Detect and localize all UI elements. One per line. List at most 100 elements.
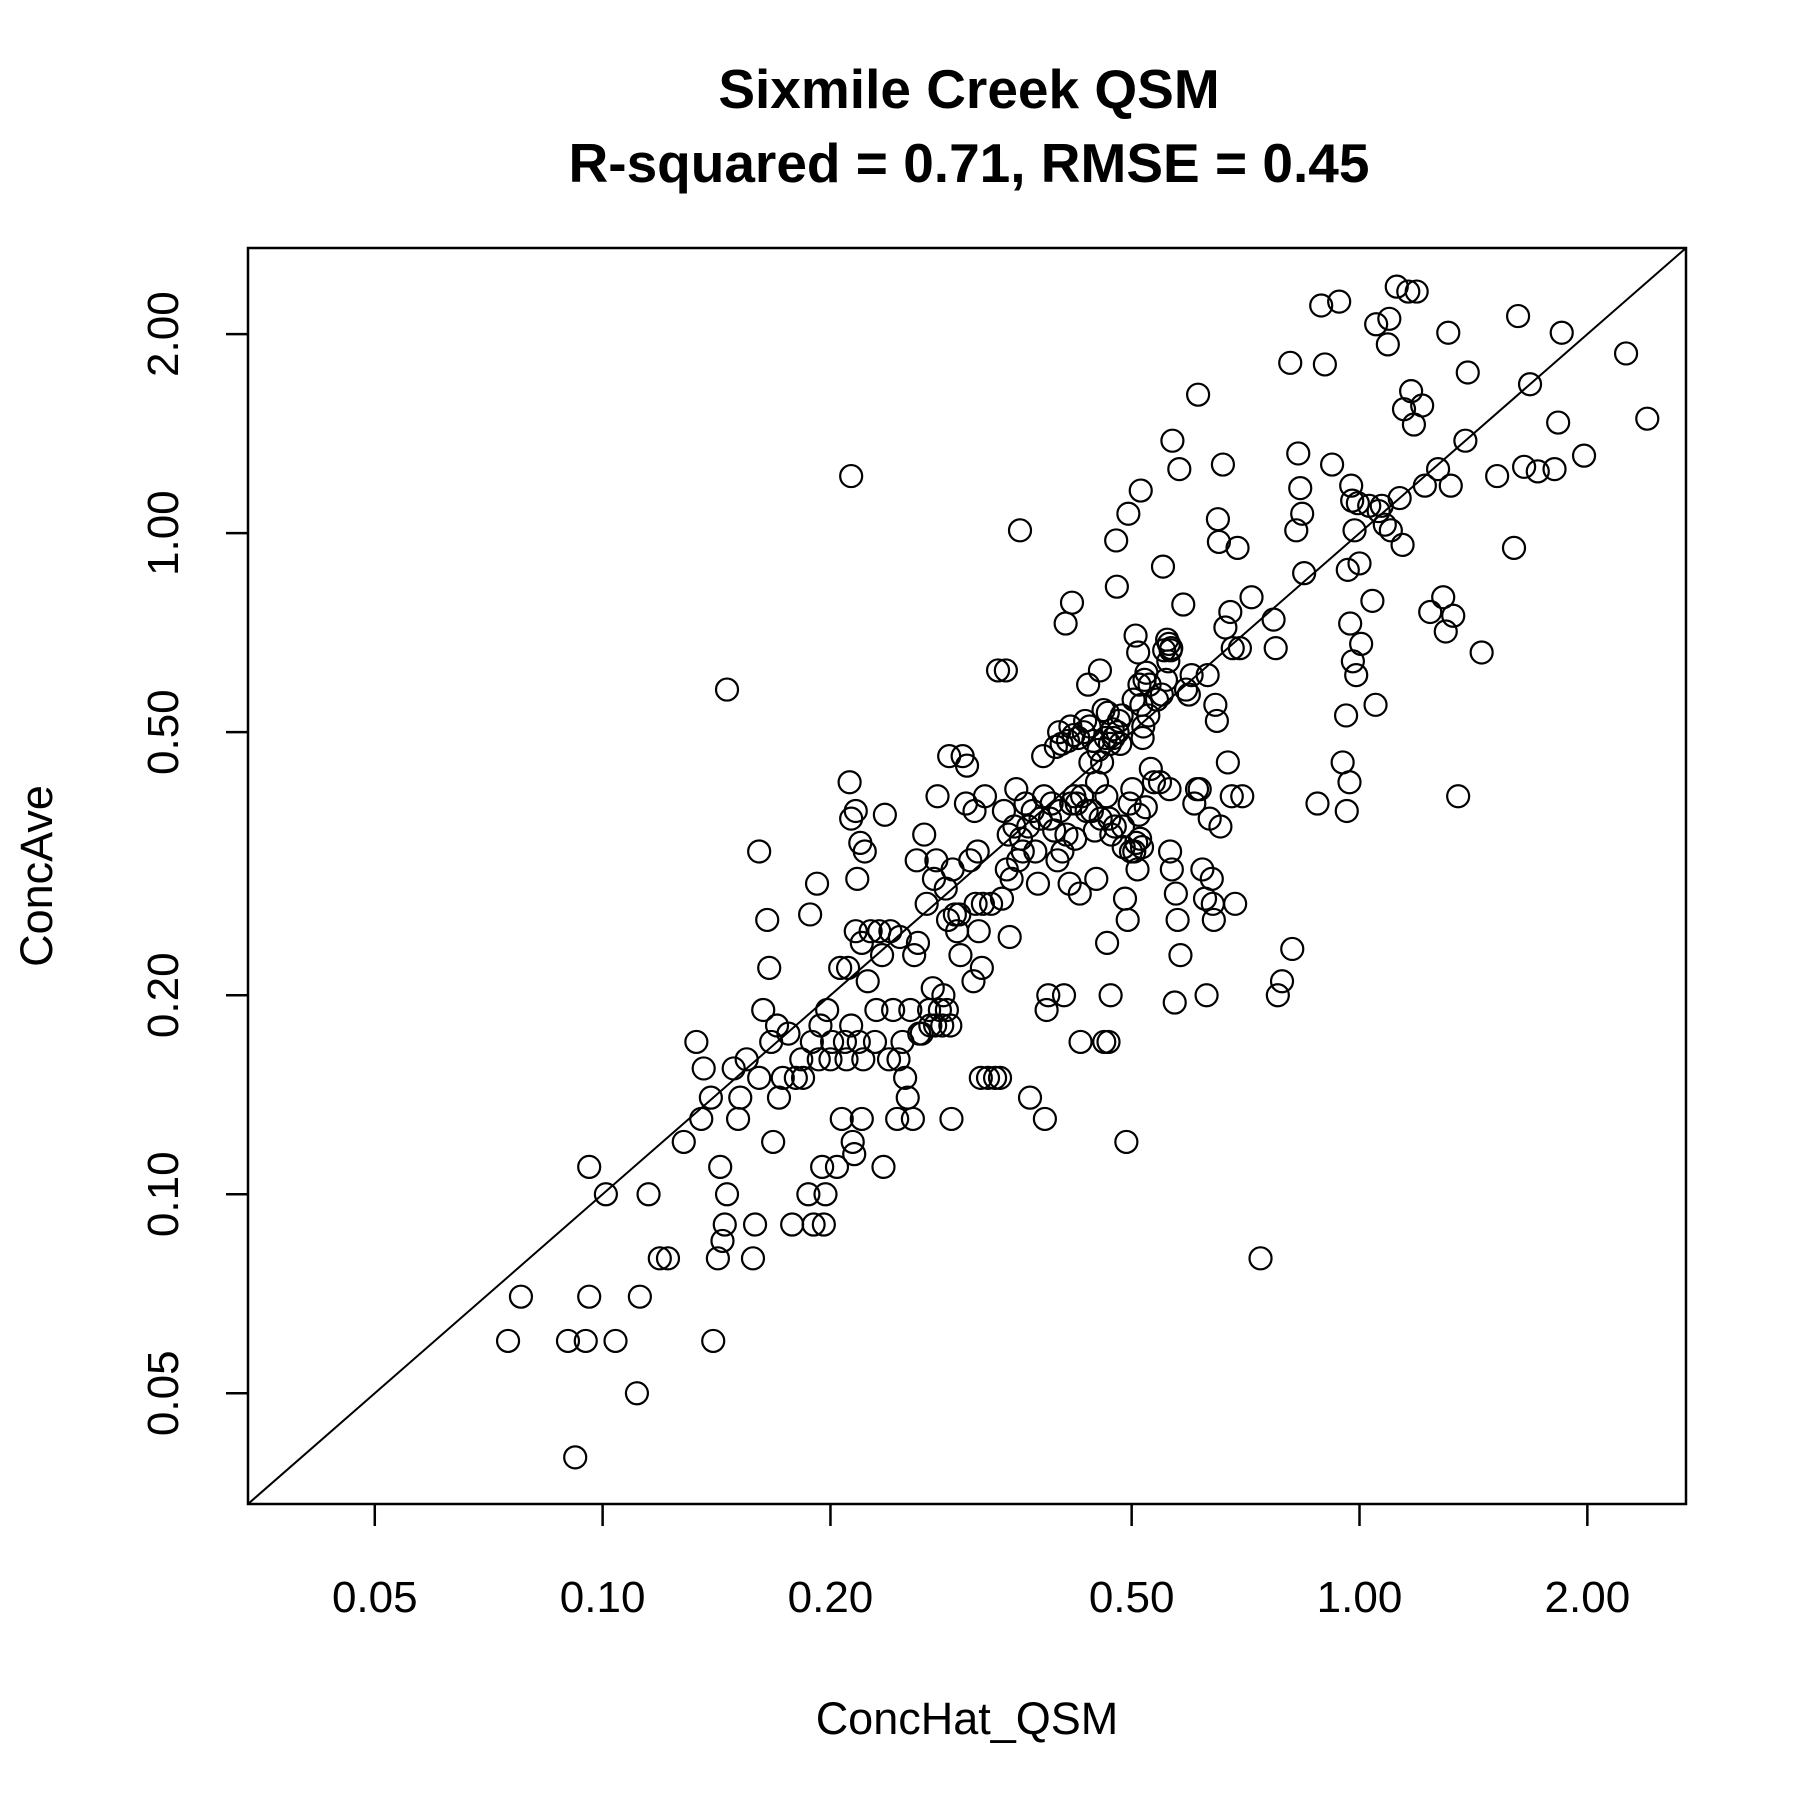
data-point (839, 1013, 864, 1038)
data-point (563, 1445, 588, 1470)
data-point (573, 1328, 598, 1354)
data-point (789, 1047, 814, 1072)
y-tick-label: 2.00 (139, 291, 188, 377)
data-point (1192, 886, 1218, 911)
data-point (961, 969, 986, 994)
data-point (978, 891, 1004, 916)
data-point (1223, 891, 1248, 916)
data-point (1206, 529, 1232, 555)
data-point (636, 1182, 661, 1207)
data-point (849, 1106, 874, 1132)
data-point (1157, 777, 1182, 802)
data-point (1436, 320, 1461, 345)
data-point (721, 1056, 746, 1081)
data-point (593, 1182, 618, 1207)
data-point (1131, 714, 1156, 739)
data-point (1290, 501, 1315, 526)
data-point (1101, 725, 1126, 751)
data-point (740, 1246, 766, 1271)
data-point (851, 1047, 876, 1072)
data-point (835, 955, 861, 980)
data-point (1130, 725, 1155, 751)
data-point (1239, 585, 1264, 610)
data-point (647, 1246, 672, 1271)
data-point (1031, 744, 1056, 769)
data-point (1378, 518, 1403, 543)
data-point (1215, 750, 1240, 775)
data-point (843, 798, 868, 824)
data-point (1115, 907, 1140, 933)
data-point (770, 1065, 795, 1090)
data-point (1055, 728, 1081, 754)
data-point (876, 1047, 902, 1072)
data-point (755, 907, 780, 933)
data-point (1338, 611, 1363, 636)
data-point (577, 1284, 602, 1309)
data-point (1501, 535, 1527, 560)
data-point (1203, 692, 1228, 717)
data-point (858, 919, 883, 944)
data-point (1096, 1029, 1121, 1055)
data-point (796, 1182, 821, 1207)
data-point (985, 658, 1011, 683)
data-point (1372, 512, 1397, 537)
data-point (1100, 717, 1125, 742)
x-tick-label: 0.50 (1089, 1573, 1175, 1622)
data-point (1097, 806, 1122, 831)
data-point (701, 1328, 726, 1354)
data-point (1127, 826, 1153, 851)
data-point (1133, 795, 1158, 820)
data-point (991, 798, 1017, 824)
data-point (603, 1328, 628, 1354)
data-point (1167, 457, 1192, 482)
data-point (757, 955, 782, 980)
data-point (1334, 798, 1359, 824)
data-point (904, 848, 929, 873)
data-point (966, 919, 991, 944)
data-point (776, 1021, 801, 1046)
data-point (1116, 501, 1141, 526)
data-point (1546, 410, 1571, 435)
data-point (1387, 485, 1412, 511)
data-point (1194, 983, 1219, 1008)
data-point (1050, 839, 1075, 864)
data-point (840, 1129, 865, 1155)
data-point (1469, 640, 1494, 665)
data-point (1349, 631, 1374, 656)
data-point (1176, 682, 1201, 707)
data-point (810, 1154, 835, 1179)
data-point (1364, 312, 1389, 337)
data-point (1433, 619, 1458, 644)
data-point (938, 1013, 963, 1038)
data-point (1375, 332, 1400, 357)
data-point (1340, 649, 1365, 674)
data-point (1542, 457, 1567, 482)
data-point (1288, 475, 1313, 501)
data-point (987, 1065, 1013, 1090)
data-point (1173, 677, 1199, 702)
data-point (855, 969, 880, 994)
data-point (839, 463, 864, 489)
data-point (934, 997, 959, 1023)
data-point (495, 1328, 521, 1354)
data-point (909, 1021, 934, 1046)
data-point (1345, 491, 1370, 516)
data-point (1025, 871, 1051, 896)
data-point (1108, 731, 1133, 757)
data-point (790, 1065, 816, 1090)
data-point (806, 1047, 831, 1072)
x-tick-label: 0.20 (788, 1573, 874, 1622)
data-point (1124, 830, 1149, 856)
data-point (1195, 662, 1220, 688)
data-point (1082, 818, 1107, 843)
data-point (820, 1029, 845, 1055)
data-point (1263, 636, 1288, 661)
data-point (1613, 341, 1639, 366)
data-point (761, 1129, 786, 1155)
data-point (1213, 615, 1238, 640)
data-point (1126, 640, 1151, 665)
data-point (1218, 599, 1243, 625)
data-point (708, 1154, 733, 1179)
data-point (1112, 886, 1138, 911)
data-point (1327, 289, 1352, 314)
